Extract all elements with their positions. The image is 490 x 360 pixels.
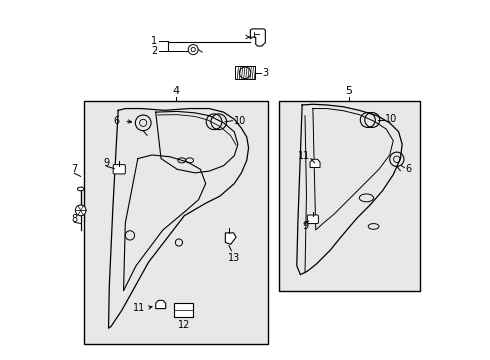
Text: 7: 7 — [71, 164, 77, 174]
Bar — [279, 102, 420, 291]
Polygon shape — [310, 159, 320, 167]
Text: 2: 2 — [151, 46, 157, 56]
Circle shape — [191, 48, 196, 52]
Text: 8: 8 — [71, 214, 77, 224]
Text: 10: 10 — [385, 114, 397, 124]
FancyBboxPatch shape — [113, 165, 125, 174]
Text: 11: 11 — [133, 303, 145, 313]
Text: 4: 4 — [172, 86, 180, 96]
Circle shape — [188, 45, 198, 55]
Polygon shape — [250, 29, 266, 46]
Text: 1: 1 — [151, 36, 157, 46]
Text: 9: 9 — [302, 221, 308, 231]
Text: 12: 12 — [178, 320, 191, 330]
Text: 13: 13 — [228, 253, 241, 263]
Circle shape — [239, 67, 251, 78]
Text: 11: 11 — [298, 151, 310, 161]
Text: 6: 6 — [405, 164, 411, 174]
Polygon shape — [156, 300, 166, 309]
Bar — [84, 102, 268, 344]
Text: 9: 9 — [104, 158, 110, 168]
Text: 6: 6 — [113, 116, 119, 126]
Ellipse shape — [77, 187, 84, 191]
Bar — [235, 66, 255, 79]
Text: 3: 3 — [262, 68, 268, 78]
Text: 10: 10 — [234, 116, 246, 126]
Polygon shape — [225, 233, 236, 244]
FancyBboxPatch shape — [307, 215, 318, 224]
Text: 5: 5 — [345, 86, 352, 96]
Circle shape — [75, 205, 86, 216]
Bar — [173, 303, 193, 317]
